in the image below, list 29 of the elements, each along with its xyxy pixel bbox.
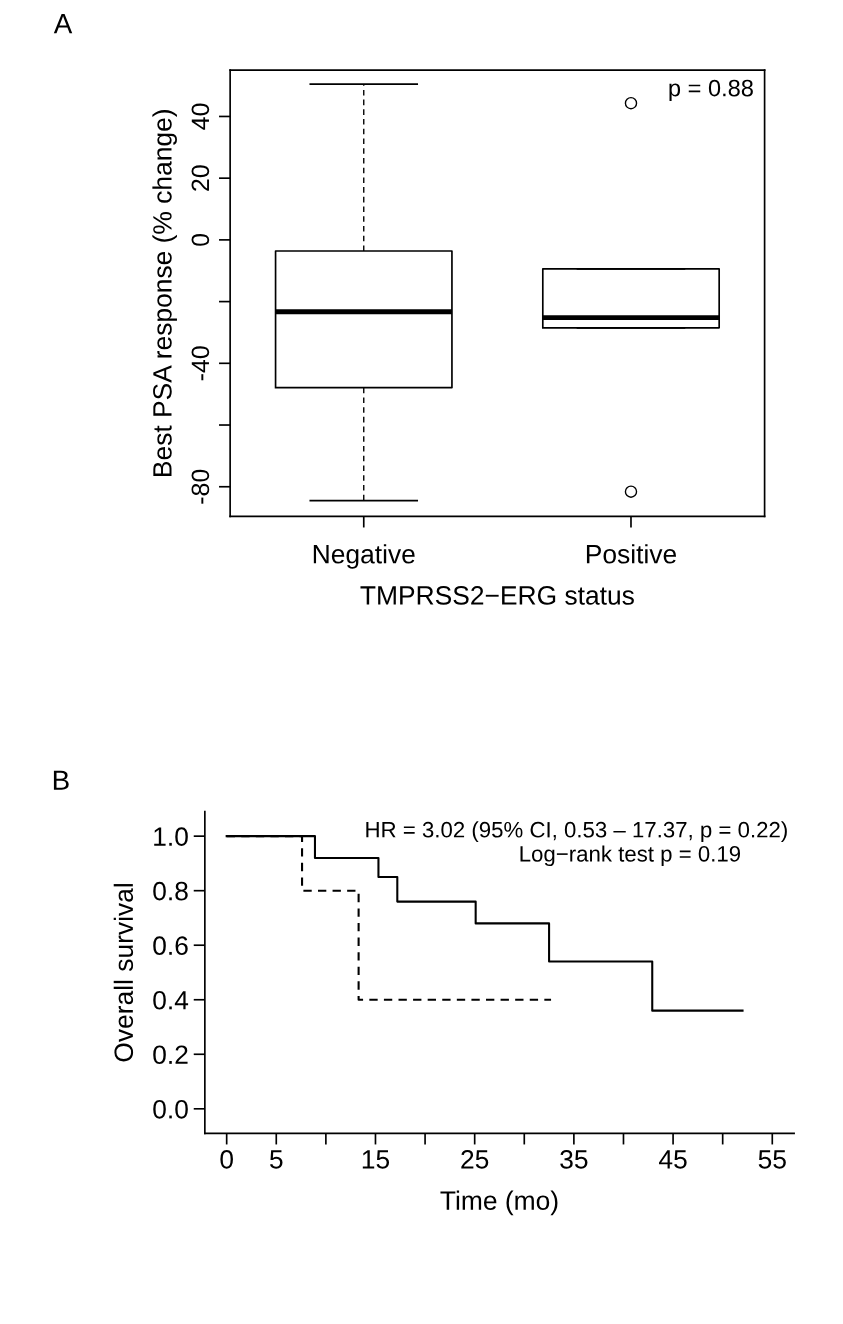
x-tick-label: Negative	[313, 544, 415, 569]
chart-title: B	[53, 770, 69, 790]
y-tick-label: -40	[191, 346, 210, 381]
x-tick-label: 35	[560, 1150, 588, 1169]
x-tick-label: 45	[659, 1150, 687, 1169]
y-axis-title: Best PSA response (% change)	[152, 110, 177, 476]
annotation: HR = 3.02 (95% CI, 0.53 – 17.37, p = 0.22)	[366, 821, 787, 842]
y-tick-label: 0.2	[153, 1045, 188, 1065]
y-tick-label: 40	[191, 103, 210, 130]
x-axis-title: TMPRSS2−ERG status	[360, 586, 634, 605]
x-tick-label: 5	[269, 1150, 283, 1169]
annotation: p = 0.88	[669, 79, 753, 102]
chart-title: A	[53, 14, 73, 34]
x-tick-label: 25	[461, 1150, 489, 1169]
y-tick-label: 0.4	[153, 990, 189, 1010]
x-tick-label: Positive	[586, 544, 677, 564]
x-axis-title: Time (mo)	[440, 1190, 558, 1216]
x-tick-label: 0	[220, 1150, 233, 1169]
x-tick-label: 55	[758, 1150, 786, 1169]
annotation: Log−rank test p = 0.19	[520, 845, 741, 867]
y-tick-label: 1.0	[154, 827, 188, 846]
x-tick-label: 15	[362, 1150, 390, 1169]
y-axis-title: Overall survival	[113, 884, 134, 1062]
y-tick-label: 20	[191, 165, 210, 191]
y-tick-label: -80	[191, 469, 210, 504]
y-tick-label: 0.0	[153, 1099, 188, 1119]
y-tick-label: 0.8	[153, 881, 188, 901]
y-tick-label: 0.6	[153, 936, 188, 956]
y-tick-label: 0	[191, 233, 210, 246]
